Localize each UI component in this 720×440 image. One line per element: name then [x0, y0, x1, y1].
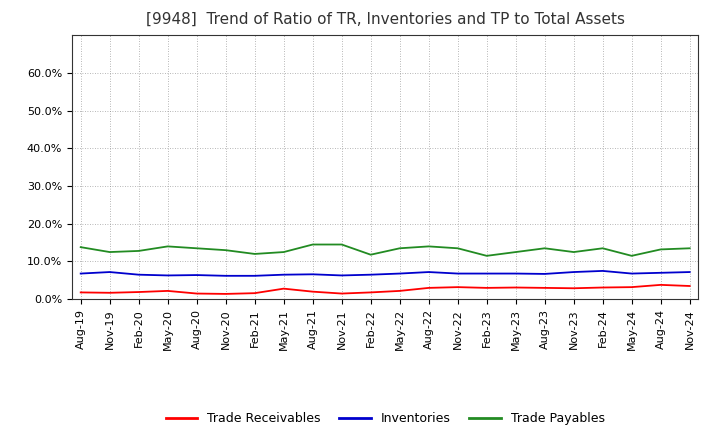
Trade Receivables	[395, 288, 404, 293]
Legend: Trade Receivables, Inventories, Trade Payables: Trade Receivables, Inventories, Trade Pa…	[161, 407, 610, 430]
Trade Receivables	[338, 291, 346, 296]
Inventories	[366, 272, 375, 277]
Trade Receivables	[279, 286, 288, 291]
Trade Payables	[105, 249, 114, 255]
Trade Payables	[338, 242, 346, 247]
Trade Payables	[135, 248, 143, 253]
Trade Payables	[366, 252, 375, 257]
Trade Receivables	[627, 285, 636, 290]
Inventories	[105, 269, 114, 275]
Trade Payables	[163, 244, 172, 249]
Inventories	[395, 271, 404, 276]
Title: [9948]  Trend of Ratio of TR, Inventories and TP to Total Assets: [9948] Trend of Ratio of TR, Inventories…	[145, 12, 625, 27]
Trade Receivables	[570, 286, 578, 291]
Trade Payables	[192, 246, 201, 251]
Trade Payables	[511, 249, 520, 255]
Inventories	[424, 269, 433, 275]
Trade Payables	[395, 246, 404, 251]
Trade Receivables	[192, 291, 201, 296]
Trade Receivables	[424, 285, 433, 290]
Trade Payables	[308, 242, 317, 247]
Trade Payables	[424, 244, 433, 249]
Inventories	[657, 270, 665, 275]
Inventories	[135, 272, 143, 277]
Trade Receivables	[454, 285, 462, 290]
Trade Payables	[598, 246, 607, 251]
Trade Receivables	[76, 290, 85, 295]
Inventories	[308, 271, 317, 277]
Inventories	[627, 271, 636, 276]
Trade Receivables	[105, 290, 114, 295]
Inventories	[221, 273, 230, 279]
Trade Receivables	[135, 290, 143, 295]
Trade Receivables	[685, 283, 694, 289]
Line: Trade Payables: Trade Payables	[81, 245, 690, 256]
Inventories	[685, 269, 694, 275]
Trade Receivables	[163, 288, 172, 293]
Inventories	[338, 273, 346, 278]
Trade Payables	[627, 253, 636, 258]
Inventories	[251, 273, 259, 279]
Inventories	[482, 271, 491, 276]
Line: Inventories: Inventories	[81, 271, 690, 276]
Inventories	[598, 268, 607, 274]
Trade Payables	[221, 248, 230, 253]
Inventories	[192, 272, 201, 278]
Inventories	[279, 272, 288, 277]
Trade Receivables	[657, 282, 665, 287]
Trade Receivables	[541, 285, 549, 290]
Trade Payables	[279, 249, 288, 255]
Trade Payables	[570, 249, 578, 255]
Inventories	[76, 271, 85, 276]
Trade Receivables	[251, 290, 259, 296]
Trade Payables	[541, 246, 549, 251]
Inventories	[570, 269, 578, 275]
Trade Payables	[685, 246, 694, 251]
Trade Receivables	[221, 291, 230, 297]
Trade Receivables	[598, 285, 607, 290]
Trade Payables	[251, 251, 259, 257]
Trade Receivables	[482, 285, 491, 290]
Inventories	[163, 273, 172, 278]
Trade Receivables	[511, 285, 520, 290]
Trade Payables	[76, 245, 85, 250]
Trade Payables	[454, 246, 462, 251]
Inventories	[454, 271, 462, 276]
Line: Trade Receivables: Trade Receivables	[81, 285, 690, 294]
Trade Payables	[657, 247, 665, 252]
Trade Receivables	[308, 289, 317, 294]
Trade Payables	[482, 253, 491, 258]
Inventories	[541, 271, 549, 277]
Inventories	[511, 271, 520, 276]
Trade Receivables	[366, 290, 375, 295]
